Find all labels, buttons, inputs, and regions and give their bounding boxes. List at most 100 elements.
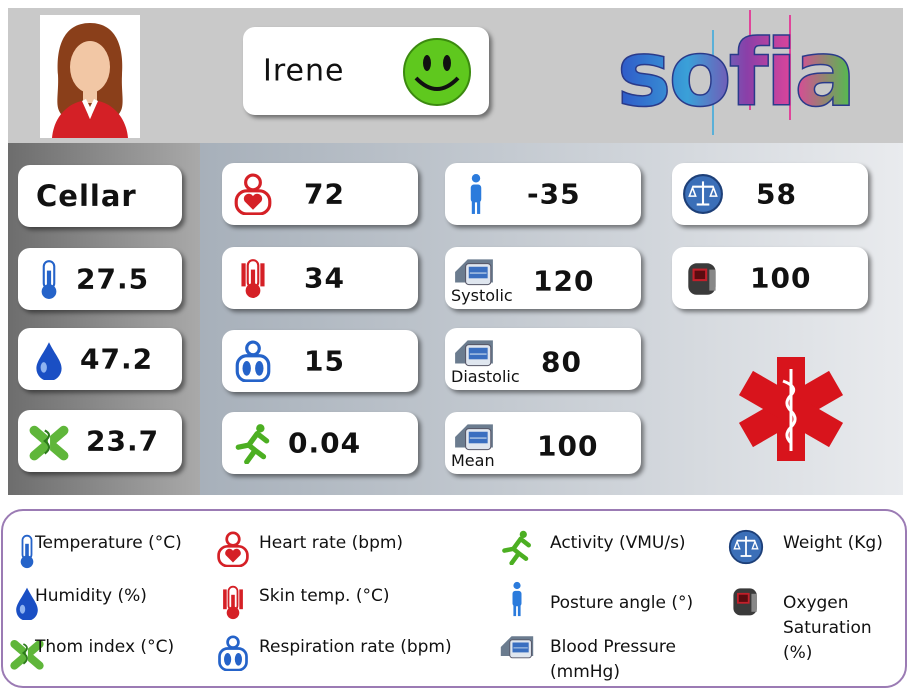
icon-part <box>223 589 227 609</box>
posture-icon <box>455 173 497 215</box>
legend-icon <box>215 635 251 671</box>
vital-value: 47.2 <box>80 343 153 376</box>
icon-part <box>255 361 263 376</box>
weight-icon <box>682 173 724 215</box>
icon-part <box>36 342 61 380</box>
icon-part <box>237 356 269 381</box>
vital-tile: 80 Diastolic <box>445 328 641 390</box>
legend-label: Temperature (°C) <box>35 531 205 556</box>
heart-icon <box>232 173 274 215</box>
icon-part <box>513 591 522 606</box>
legend-label: Posture angle (°) <box>550 591 720 616</box>
legend: Temperature (°C) Humidity (%) Thom index (… <box>1 509 907 688</box>
icon-part <box>246 175 261 190</box>
vital-value: 80 <box>541 346 582 379</box>
icon-part <box>220 649 247 671</box>
vital-label: Systolic <box>451 286 513 305</box>
icon-part <box>739 595 748 602</box>
icon-part <box>241 263 245 286</box>
icon-part <box>21 556 34 569</box>
icon-part <box>471 185 482 203</box>
icon-part <box>695 271 706 279</box>
vital-value: 0.04 <box>288 427 361 460</box>
icon-part <box>472 200 475 214</box>
logo: sofia <box>585 10 885 135</box>
legend-label: Heart rate (bpm) <box>259 531 489 556</box>
legend-icon <box>728 583 764 619</box>
icon-part <box>504 539 528 563</box>
icon-part <box>518 604 521 616</box>
legend-label: Activity (VMU/s) <box>550 531 720 556</box>
icon-part <box>247 342 260 355</box>
smiley <box>401 36 473 108</box>
icon-part <box>228 637 239 648</box>
vital-value: 23.7 <box>86 425 159 458</box>
icon-part <box>469 348 488 360</box>
legend-icon <box>499 529 535 565</box>
dashboard: Irene sofia Cellar Temperature ( <box>0 0 911 693</box>
icon-part <box>238 434 266 462</box>
vital-tile: 27.5 <box>18 248 182 310</box>
user-name: Irene <box>263 54 344 89</box>
activity-icon <box>232 422 274 464</box>
legend-label: Respiration rate (bpm) <box>259 635 489 660</box>
vital-value: 15 <box>304 345 345 378</box>
legend-label: Weight (Kg) <box>783 531 903 556</box>
name-box: Irene <box>243 27 489 115</box>
vital-value: 34 <box>304 262 345 295</box>
vital-tile: 15 <box>222 330 418 392</box>
icon-part <box>227 533 240 546</box>
oxi-icon <box>682 257 724 299</box>
vital-value: 100 <box>750 262 811 295</box>
thom-icon <box>28 420 70 462</box>
vital-value: 27.5 <box>76 263 149 296</box>
icon-part <box>477 200 480 214</box>
legend-icon <box>215 531 251 567</box>
vital-tile: 100 <box>672 247 868 309</box>
page: SOFIA dashboard {"header": {"name": "Ire… <box>0 0 911 693</box>
icon-part <box>513 582 520 589</box>
legend-label: Blood Pressure (mmHg) <box>550 635 710 685</box>
icon-part <box>469 267 488 279</box>
avatar <box>40 15 140 138</box>
vital-tile: 100 Mean <box>445 412 641 474</box>
vital-label: Mean <box>451 451 495 470</box>
vital-tile: 0.04 <box>222 412 418 474</box>
vital-value: 72 <box>304 178 345 211</box>
legend-label: Humidity (%) <box>35 584 205 609</box>
vital-value: -35 <box>527 178 581 211</box>
icon-part <box>472 174 480 182</box>
icon-part <box>42 284 57 299</box>
medical-star <box>735 355 847 463</box>
icon-part <box>20 605 25 614</box>
smiley-eye <box>423 55 431 71</box>
icon-part <box>513 604 516 616</box>
skin-icon <box>232 257 274 299</box>
vital-label: Diastolic <box>451 367 520 386</box>
legend-icon <box>499 581 535 617</box>
icon-part <box>741 555 752 557</box>
location: Cellar <box>36 179 137 213</box>
icon-part <box>243 361 251 376</box>
icon-part <box>235 653 242 666</box>
vital-tile: 47.2 <box>18 328 182 390</box>
icon-part <box>260 263 264 286</box>
star-group <box>739 357 843 461</box>
vital-tile: -35 <box>445 163 641 225</box>
vital-value: 58 <box>756 178 797 211</box>
resp-icon <box>232 340 274 382</box>
legend-label: Oxygen Saturation (%) <box>783 591 883 666</box>
icon-part <box>41 362 47 373</box>
vital-tile: 72 <box>222 163 418 225</box>
legend-icon <box>499 629 535 665</box>
legend-label: Thom index (°C) <box>35 635 215 660</box>
icon-part <box>224 653 231 666</box>
icon-part <box>246 283 261 298</box>
vital-value: 100 <box>537 430 598 463</box>
smiley-eye <box>443 55 451 71</box>
drop-icon <box>28 338 70 380</box>
legend-label: Skin temp. (°C) <box>259 584 489 609</box>
body: Irene sofia Cellar Temperature ( <box>0 0 911 693</box>
icon-part <box>697 203 710 205</box>
